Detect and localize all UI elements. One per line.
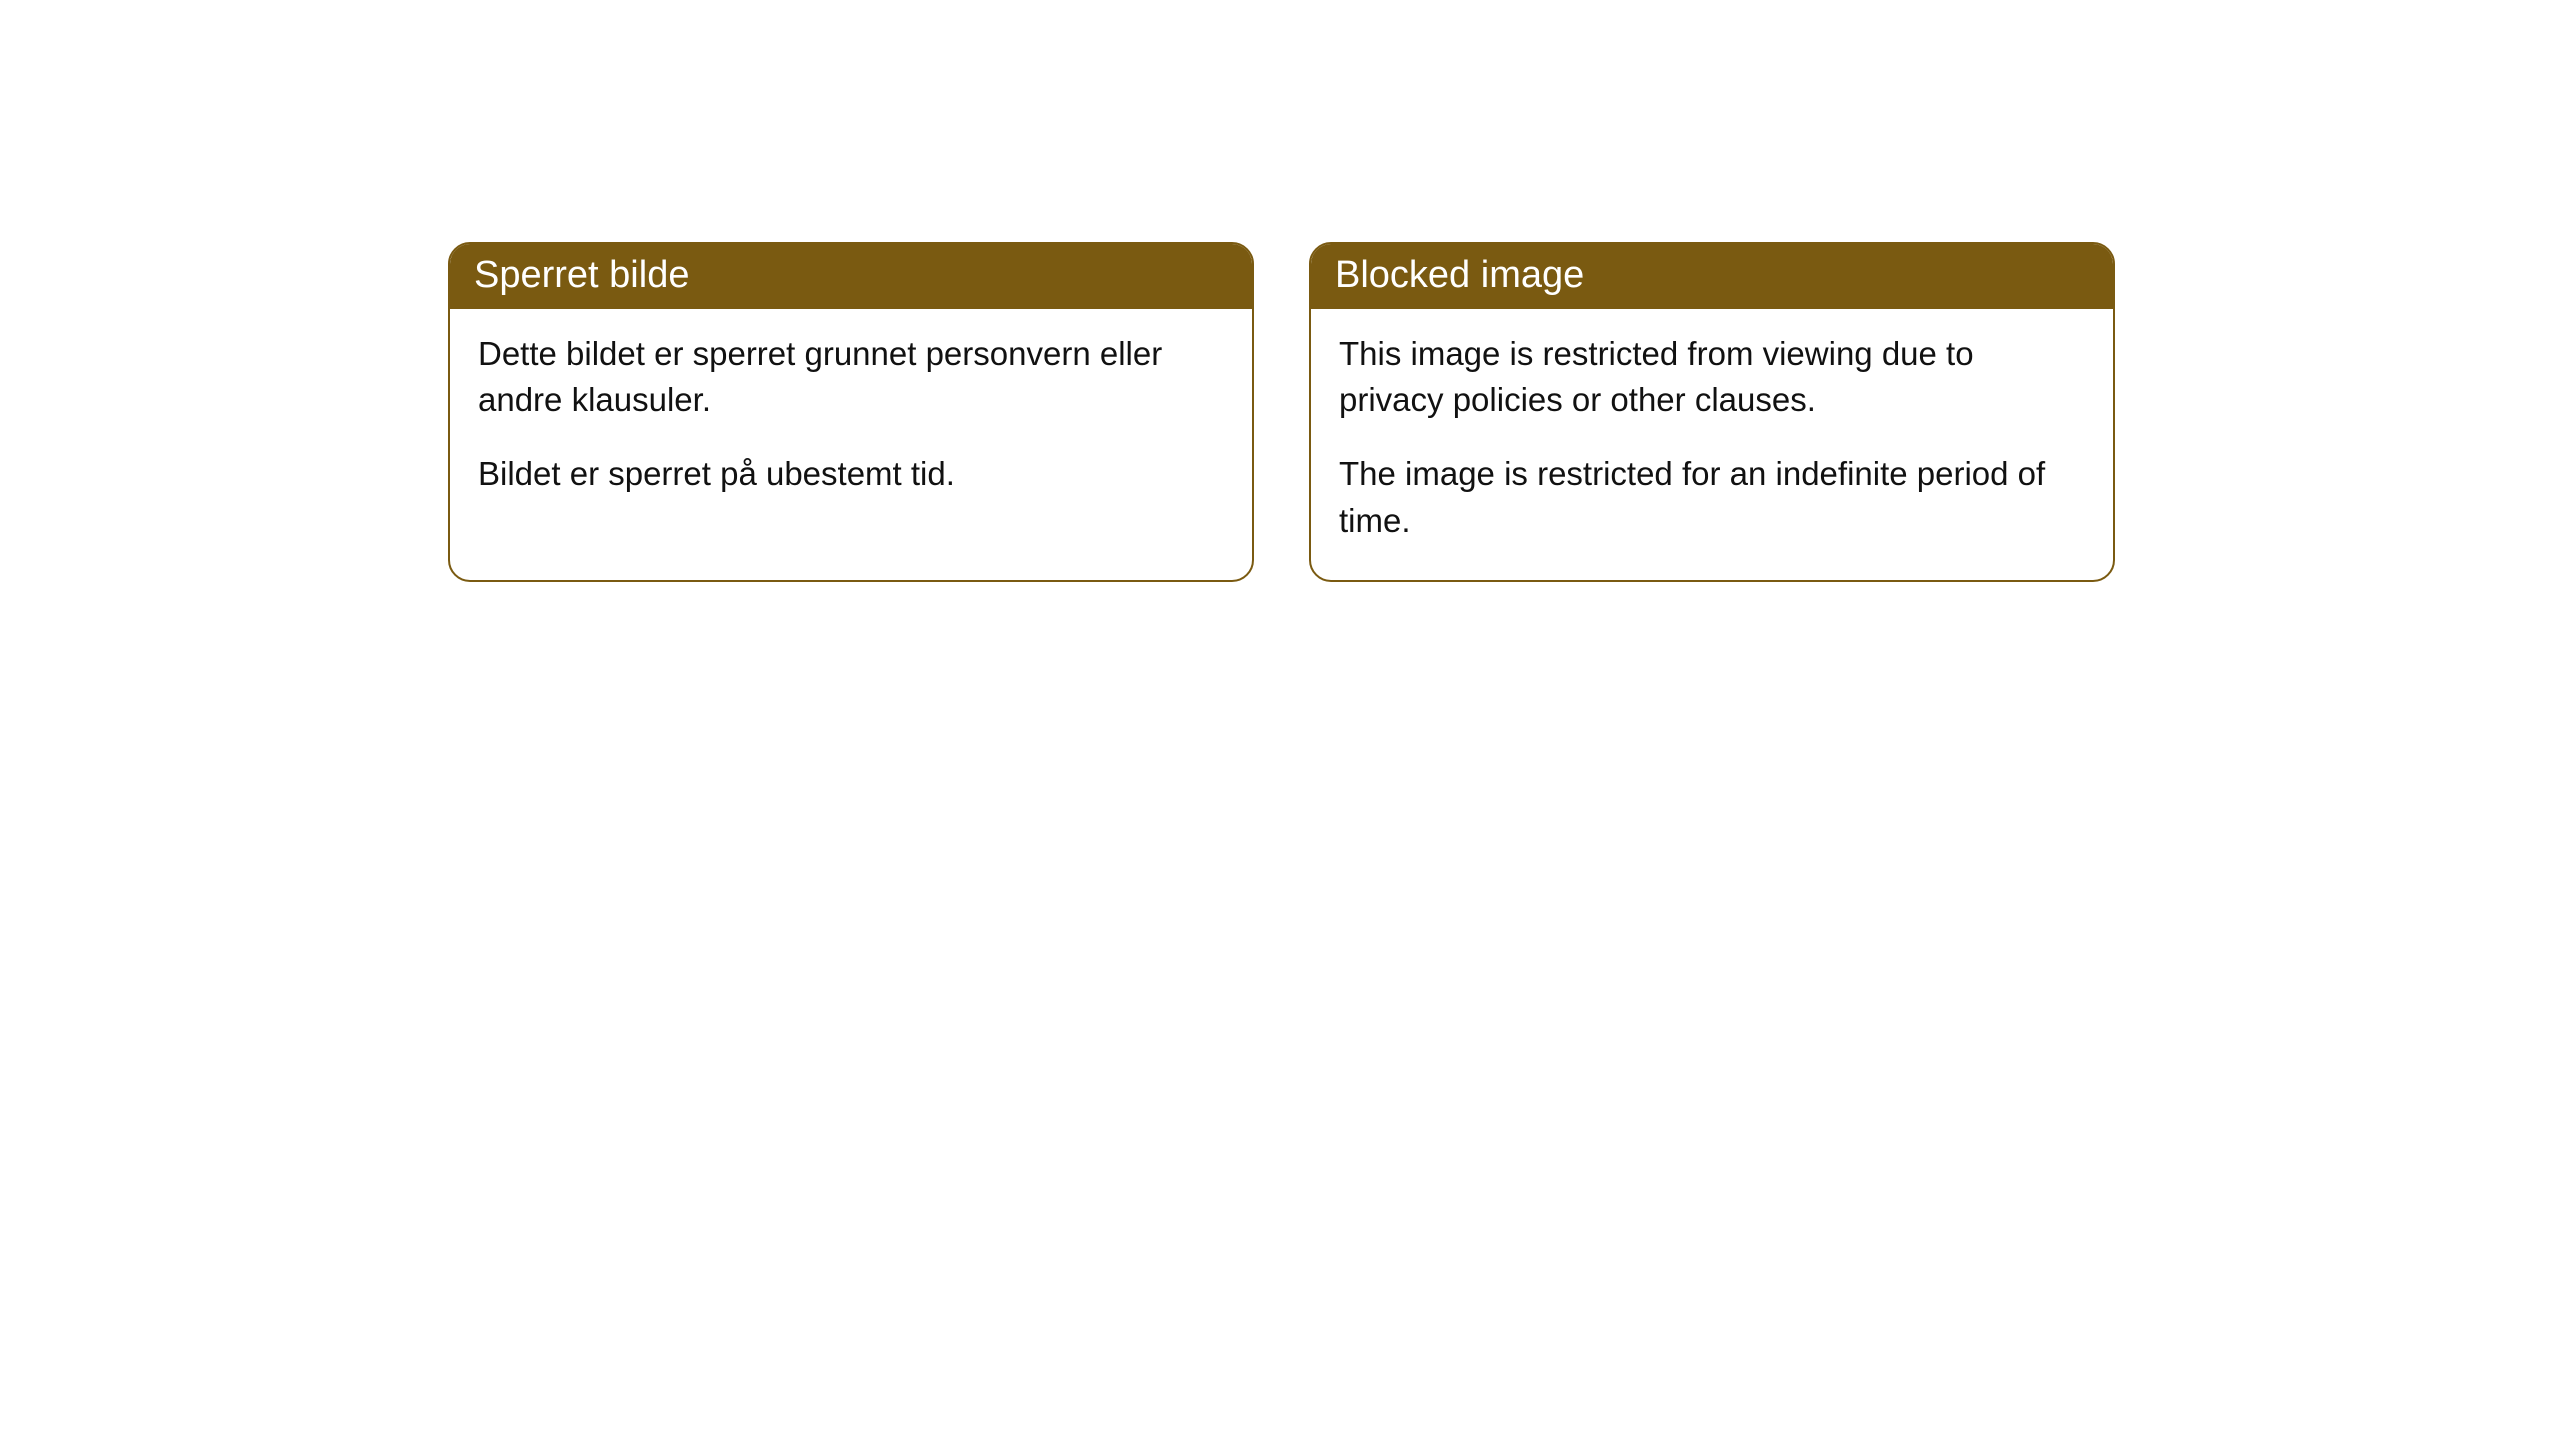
card-paragraph-en-1: This image is restricted from viewing du… [1339, 331, 2085, 423]
card-header-en: Blocked image [1311, 244, 2113, 309]
card-body-no: Dette bildet er sperret grunnet personve… [450, 309, 1252, 534]
blocked-image-card-no: Sperret bilde Dette bildet er sperret gr… [448, 242, 1254, 582]
card-paragraph-no-1: Dette bildet er sperret grunnet personve… [478, 331, 1224, 423]
card-header-no: Sperret bilde [450, 244, 1252, 309]
card-body-en: This image is restricted from viewing du… [1311, 309, 2113, 580]
notice-cards-container: Sperret bilde Dette bildet er sperret gr… [0, 0, 2560, 582]
card-paragraph-en-2: The image is restricted for an indefinit… [1339, 451, 2085, 543]
blocked-image-card-en: Blocked image This image is restricted f… [1309, 242, 2115, 582]
card-paragraph-no-2: Bildet er sperret på ubestemt tid. [478, 451, 1224, 497]
